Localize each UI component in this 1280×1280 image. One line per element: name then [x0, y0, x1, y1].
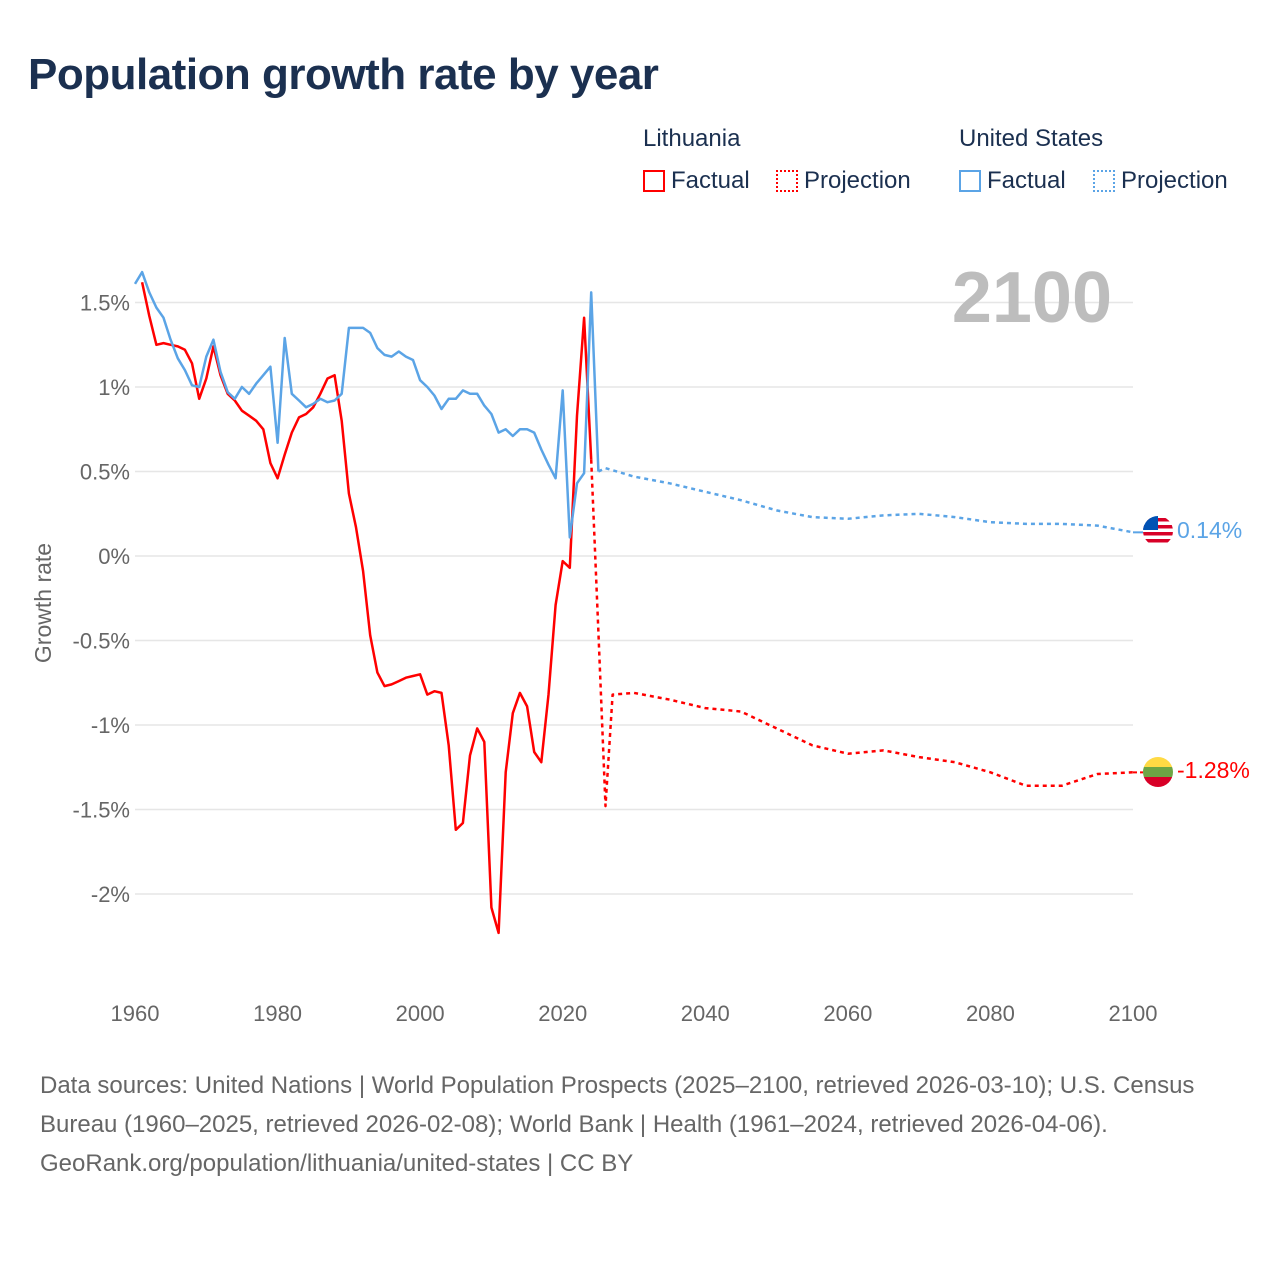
data-sources: Data sources: United Nations | World Pop… — [40, 1072, 1195, 1138]
swatch-dotted-icon — [1093, 170, 1115, 192]
y-tick-label: -1% — [91, 713, 130, 738]
y-tick-label: 1% — [98, 375, 130, 400]
series-line-lithuania-factual — [140, 281, 593, 935]
x-tick-label: 2000 — [396, 1001, 445, 1026]
y-axis-label: Growth rate — [30, 543, 56, 663]
legend-label: Factual — [671, 167, 750, 194]
y-tick-label: 1.5% — [80, 291, 130, 316]
x-tick-label: 2060 — [823, 1001, 872, 1026]
y-tick-label: -1.5% — [73, 798, 130, 823]
legend-lithuania-factual[interactable]: Factual — [643, 167, 750, 195]
y-tick-label: 0% — [98, 544, 130, 569]
x-tick-label: 2100 — [1109, 1001, 1158, 1026]
legend-label: Projection — [1121, 167, 1228, 194]
x-tick-label: 2040 — [681, 1001, 730, 1026]
x-tick-label: 2020 — [538, 1001, 587, 1026]
legend-us-projection[interactable]: Projection — [1093, 167, 1228, 195]
legend-group-lithuania: Lithuania — [643, 125, 741, 152]
x-tick-label: 2080 — [966, 1001, 1015, 1026]
year-watermark: 2100 — [952, 258, 1112, 338]
legend-group-united-states: United States — [959, 125, 1104, 152]
credit-link[interactable]: GeoRank.org/population/lithuania/united-… — [40, 1150, 634, 1177]
x-tick-label: 1960 — [111, 1001, 160, 1026]
series-line-united-states-projection — [597, 466, 1134, 534]
y-tick-label: -0.5% — [73, 629, 130, 654]
swatch-dotted-icon — [776, 170, 798, 192]
series-line-lithuania-projection — [589, 459, 1134, 808]
us-flag-icon — [1143, 516, 1173, 546]
legend-us-factual[interactable]: Factual — [959, 167, 1066, 195]
line-chart: 1.5% 1% 0.5% 0% -0.5% -1% -1.5% -2% 1960 1980 2000… — [30, 258, 1250, 1026]
legend-label: Projection — [804, 167, 911, 194]
x-tick-label: 1980 — [253, 1001, 302, 1026]
y-tick-label: 0.5% — [80, 460, 130, 485]
page-title: Population growth rate by year — [28, 50, 659, 99]
series-line-united-states-factual — [133, 270, 600, 539]
legend-lithuania-projection[interactable]: Projection — [776, 167, 911, 195]
us-end-label: 0.14% — [1177, 517, 1242, 543]
swatch-solid-icon — [959, 170, 981, 192]
lithuania-end-label: -1.28% — [1177, 757, 1250, 783]
swatch-solid-icon — [643, 170, 665, 192]
y-tick-label: -2% — [91, 882, 130, 907]
lithuania-flag-icon — [1143, 757, 1173, 787]
legend-label: Factual — [987, 167, 1066, 194]
footer: Data sources: United Nations | World Pop… — [40, 1066, 1230, 1183]
